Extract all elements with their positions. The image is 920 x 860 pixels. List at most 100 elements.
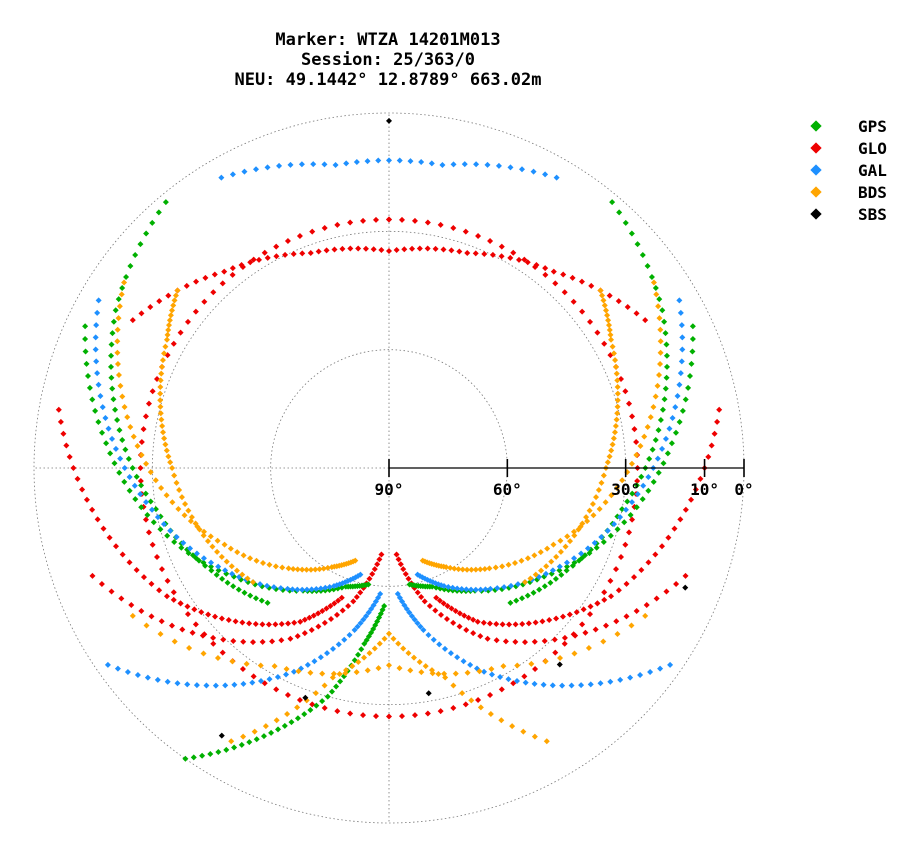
glo-point <box>347 710 354 717</box>
bds-point <box>619 477 626 484</box>
bds-point <box>647 414 654 421</box>
bds-point <box>349 663 356 670</box>
gps-point <box>648 273 655 280</box>
bds-point <box>299 566 306 573</box>
bds-point <box>157 377 164 384</box>
glo-point <box>108 588 115 595</box>
gps-point <box>689 323 696 330</box>
gps-point <box>122 446 129 453</box>
glo-point <box>296 696 303 703</box>
glo-point <box>671 525 678 532</box>
glo-point <box>570 298 577 305</box>
glo-point <box>498 686 505 693</box>
glo-point <box>177 600 184 607</box>
bds-point <box>395 640 402 647</box>
glo-point <box>211 271 218 278</box>
glo-point <box>259 638 266 645</box>
gal-point <box>193 550 200 557</box>
bds-point <box>158 416 165 423</box>
gps-point <box>202 562 209 569</box>
glo-point <box>219 649 226 656</box>
bds-point <box>564 533 571 540</box>
glo-point <box>688 496 695 503</box>
gps-point <box>619 506 626 513</box>
gal-point <box>270 584 277 591</box>
gal-point <box>677 309 684 316</box>
glo-point <box>638 566 645 573</box>
glo-point <box>448 247 455 254</box>
gps-point <box>83 360 90 367</box>
glo-point <box>250 256 257 263</box>
glo-point <box>210 640 217 647</box>
gal-point <box>264 164 271 171</box>
gal-point <box>322 584 329 591</box>
bds-point <box>644 424 651 431</box>
gal-point <box>501 584 508 591</box>
glo-point <box>156 587 163 594</box>
gps-point <box>253 736 260 743</box>
glo-point <box>137 478 144 485</box>
bds-point <box>181 512 188 519</box>
bds-point <box>227 545 234 552</box>
glo-point <box>184 318 191 325</box>
bds-point <box>186 645 193 652</box>
sbs-point <box>386 117 392 124</box>
glo-point <box>259 621 266 628</box>
glo-point <box>587 318 594 325</box>
glo-point <box>309 228 316 235</box>
gal-point <box>284 585 291 592</box>
bds-point <box>476 668 483 675</box>
glo-point <box>393 247 400 254</box>
glo-point <box>147 303 154 310</box>
bds-point <box>386 662 392 669</box>
bds-point <box>606 453 613 460</box>
glo-point <box>623 580 630 587</box>
glo-point <box>192 621 199 628</box>
gps-point <box>171 538 178 545</box>
legend-item-sbs: SBS <box>810 203 887 225</box>
gal-point <box>310 161 317 168</box>
gal-point <box>654 455 661 462</box>
gal-point <box>137 491 144 498</box>
glo-point <box>239 666 246 673</box>
bds-point <box>509 723 516 730</box>
glo-point <box>360 217 367 224</box>
gps-point <box>660 460 667 467</box>
glo-point <box>552 280 559 287</box>
bds-point <box>598 479 605 486</box>
gps-point <box>258 597 265 604</box>
bds-point <box>200 532 207 539</box>
gps-point <box>664 450 671 457</box>
bds-point <box>548 558 555 565</box>
gps-point <box>224 579 231 586</box>
gal-point <box>102 414 109 421</box>
gps-point <box>164 532 171 539</box>
bds-point <box>613 363 620 370</box>
glo-point <box>140 426 147 433</box>
bds-point <box>641 433 648 440</box>
glo-point <box>265 621 272 628</box>
gps-point <box>288 719 295 726</box>
glo-point <box>432 245 439 252</box>
gal-point <box>187 545 194 552</box>
glo-point <box>477 633 484 640</box>
gal-point <box>266 676 273 683</box>
bds-point <box>244 575 251 582</box>
bds-point <box>294 566 301 573</box>
glo-point <box>502 638 509 645</box>
bds-point <box>240 552 247 559</box>
gps-point <box>190 754 197 761</box>
gps-point <box>507 599 514 606</box>
gal-point <box>549 682 556 689</box>
gal-point <box>317 654 324 661</box>
glo-point <box>411 217 418 224</box>
gps-point <box>558 571 565 578</box>
bds-point <box>390 635 397 642</box>
glo-point <box>462 228 469 235</box>
gal-point <box>542 570 549 577</box>
glo-point <box>450 705 457 712</box>
gps-point <box>307 706 314 713</box>
glo-point <box>164 577 171 584</box>
gps-point <box>547 579 554 586</box>
gps-point <box>115 296 122 303</box>
